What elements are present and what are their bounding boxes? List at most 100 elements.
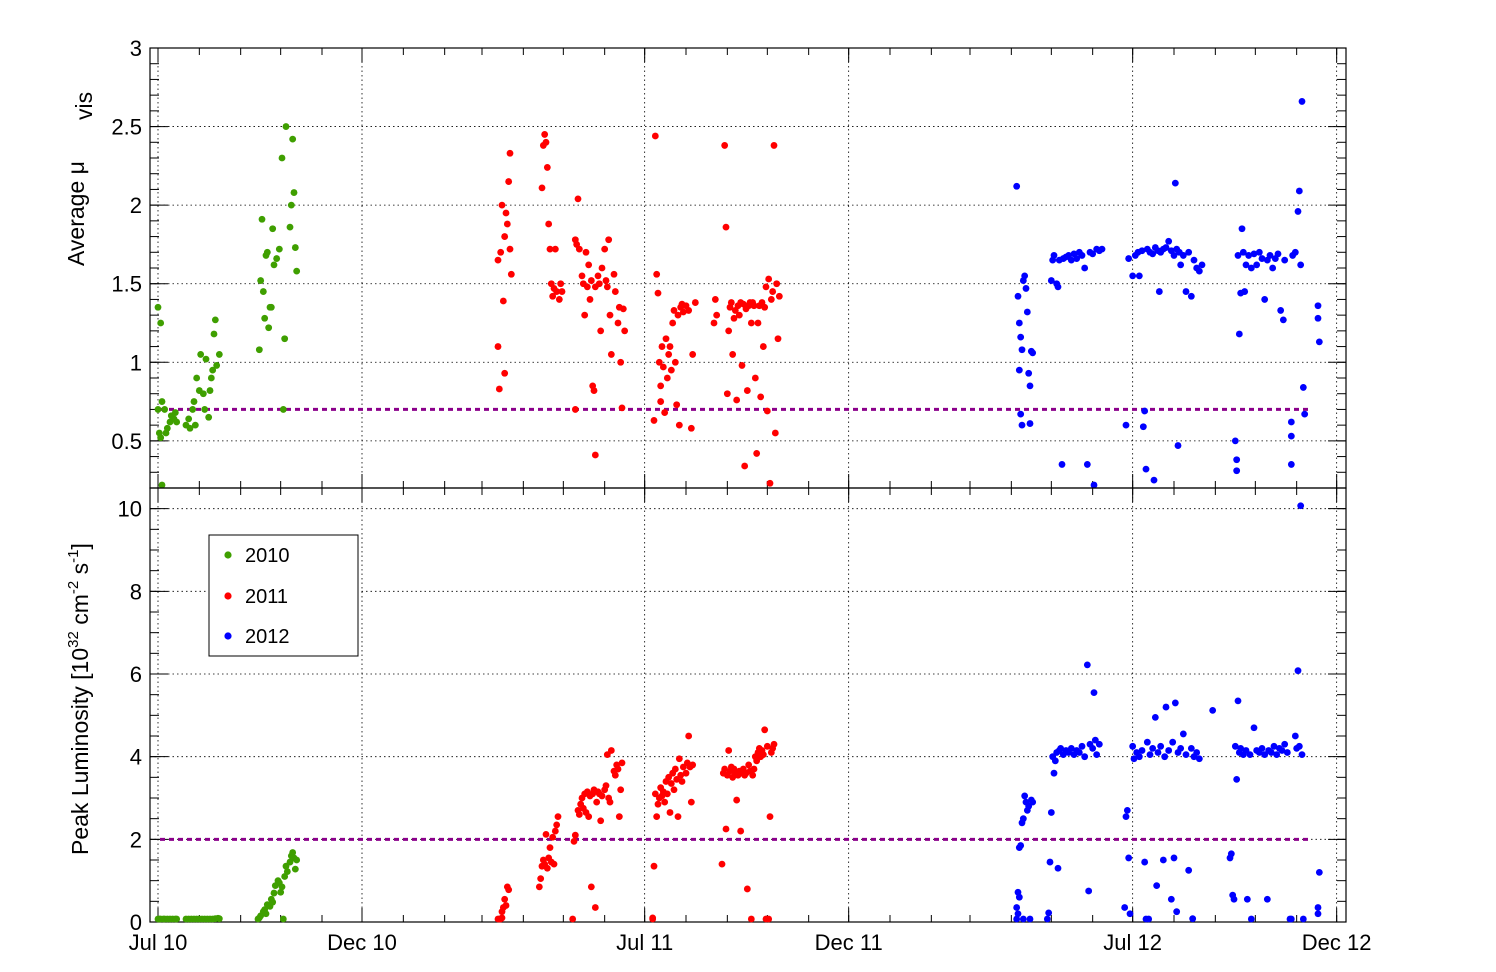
- top-point-2011: [721, 142, 729, 149]
- top-point-2010: [189, 406, 197, 413]
- top-y-label: Average μ: [63, 161, 89, 266]
- top-point-2010: [201, 406, 209, 413]
- top-point-2011: [670, 307, 678, 314]
- top-point-2011: [743, 387, 751, 394]
- top-point-2012: [1182, 288, 1190, 295]
- bottom-point-2012: [1278, 747, 1286, 754]
- top-point-2010: [207, 374, 215, 382]
- bottom-point-2012: [1093, 751, 1101, 758]
- bottom-point-2012: [1243, 895, 1251, 903]
- bottom-point-2012: [1015, 893, 1023, 901]
- top-point-2012: [1299, 384, 1307, 391]
- bottom-point-2011: [607, 747, 615, 754]
- top-point-2011: [614, 319, 622, 327]
- top-point-2010: [293, 267, 301, 275]
- top-point-2012: [1238, 225, 1246, 233]
- top-point-2011: [542, 138, 550, 146]
- top-point-2011: [583, 283, 591, 291]
- bottom-point-2011: [653, 813, 661, 820]
- bottom-point-2011: [546, 844, 554, 851]
- top-point-2012: [1277, 307, 1285, 314]
- bottom-point-2011: [553, 821, 561, 829]
- top-point-2012: [1171, 179, 1179, 187]
- bottom-point-2012: [1019, 915, 1027, 923]
- bottom-point-2012: [1089, 745, 1097, 752]
- legend-entry-2012: 2012: [224, 626, 290, 648]
- bottom-point-2011: [745, 761, 753, 769]
- bottom-point-2011: [618, 759, 626, 767]
- bottom-point-2011: [666, 809, 674, 816]
- bottom-point-2012: [1067, 745, 1075, 752]
- top-panel: 0.5 1 1.5 2 2.5 3 Average μ vis: [63, 36, 1347, 489]
- bottom-point-2012: [1126, 910, 1134, 918]
- bottom-point-2011: [543, 864, 551, 872]
- bottom-point-2012: [1057, 745, 1065, 752]
- top-point-2011: [713, 311, 721, 319]
- top-point-2011: [725, 327, 733, 335]
- bottom-point-2012: [1270, 742, 1278, 750]
- top-point-2011: [729, 351, 737, 358]
- top-point-2011: [602, 277, 610, 284]
- top-point-2012: [1295, 187, 1303, 195]
- top-point-2012: [1174, 442, 1182, 449]
- bottom-point-2012: [1051, 757, 1059, 765]
- top-point-2010: [267, 303, 275, 311]
- top-point-2011: [650, 417, 658, 424]
- top-point-2011: [574, 195, 582, 203]
- bottom-y-tick-label: 10: [118, 497, 142, 522]
- top-point-2012: [1234, 252, 1242, 259]
- bottom-point-2012: [1167, 895, 1175, 903]
- top-point-2011: [774, 335, 782, 343]
- top-point-2010: [215, 351, 223, 358]
- top-point-2011: [711, 296, 719, 303]
- top-point-2010: [257, 277, 265, 284]
- top-point-2011: [497, 248, 505, 256]
- top-point-2011: [710, 319, 718, 327]
- top-point-2011: [679, 308, 687, 316]
- bottom-point-2012: [1145, 915, 1153, 923]
- top-point-2012: [1018, 421, 1026, 429]
- top-point-2010: [289, 135, 297, 143]
- legend-label-2011: 2011: [245, 586, 288, 608]
- bottom-point-2012: [1182, 751, 1190, 758]
- top-point-2011: [654, 289, 662, 297]
- bottom-point-2010: [281, 873, 289, 880]
- top-point-2010: [199, 390, 207, 398]
- top-point-2010: [282, 123, 290, 130]
- top-point-2011: [759, 343, 767, 350]
- top-point-2011: [582, 248, 590, 256]
- top-point-2011: [590, 387, 598, 394]
- bottom-point-2012: [1129, 742, 1137, 750]
- legend-label-2010: 2010: [245, 545, 290, 567]
- top-point-2011: [658, 343, 666, 350]
- bottom-point-2011: [587, 883, 595, 891]
- top-point-2012: [1242, 261, 1250, 269]
- top-point-2012: [1291, 248, 1299, 256]
- top-point-2012: [1135, 272, 1143, 280]
- bottom-point-2012: [1095, 740, 1103, 748]
- bottom-point-2012: [1154, 749, 1162, 756]
- bottom-point-2011: [763, 742, 771, 750]
- top-point-2010: [154, 406, 162, 413]
- top-point-2011: [617, 358, 625, 366]
- top-point-2012: [1149, 250, 1157, 258]
- top-point-2010: [202, 355, 210, 363]
- bottom-point-2011: [737, 827, 745, 835]
- top-point-2012: [1241, 288, 1249, 295]
- top-point-2012: [1266, 252, 1274, 259]
- bottom-point-2012: [1013, 904, 1021, 911]
- top-point-2010: [205, 413, 213, 421]
- bottom-plot-frame: [149, 487, 1347, 923]
- bottom-point-2012: [1234, 697, 1242, 705]
- top-point-2011: [494, 256, 502, 264]
- bottom-point-2010: [283, 868, 291, 875]
- bottom-point-2011: [661, 798, 669, 806]
- top-point-2011: [499, 297, 507, 305]
- top-point-2012: [1269, 264, 1277, 272]
- bottom-point-2011: [585, 813, 593, 820]
- top-point-2010: [154, 303, 162, 311]
- top-y-tick-label: 3: [130, 36, 142, 61]
- bottom-point-2010: [173, 915, 181, 923]
- bottom-y-label-exp-32: 32: [65, 631, 82, 648]
- bottom-y-label: Peak Luminosity [1032 cm-2 s-1]: [65, 543, 93, 855]
